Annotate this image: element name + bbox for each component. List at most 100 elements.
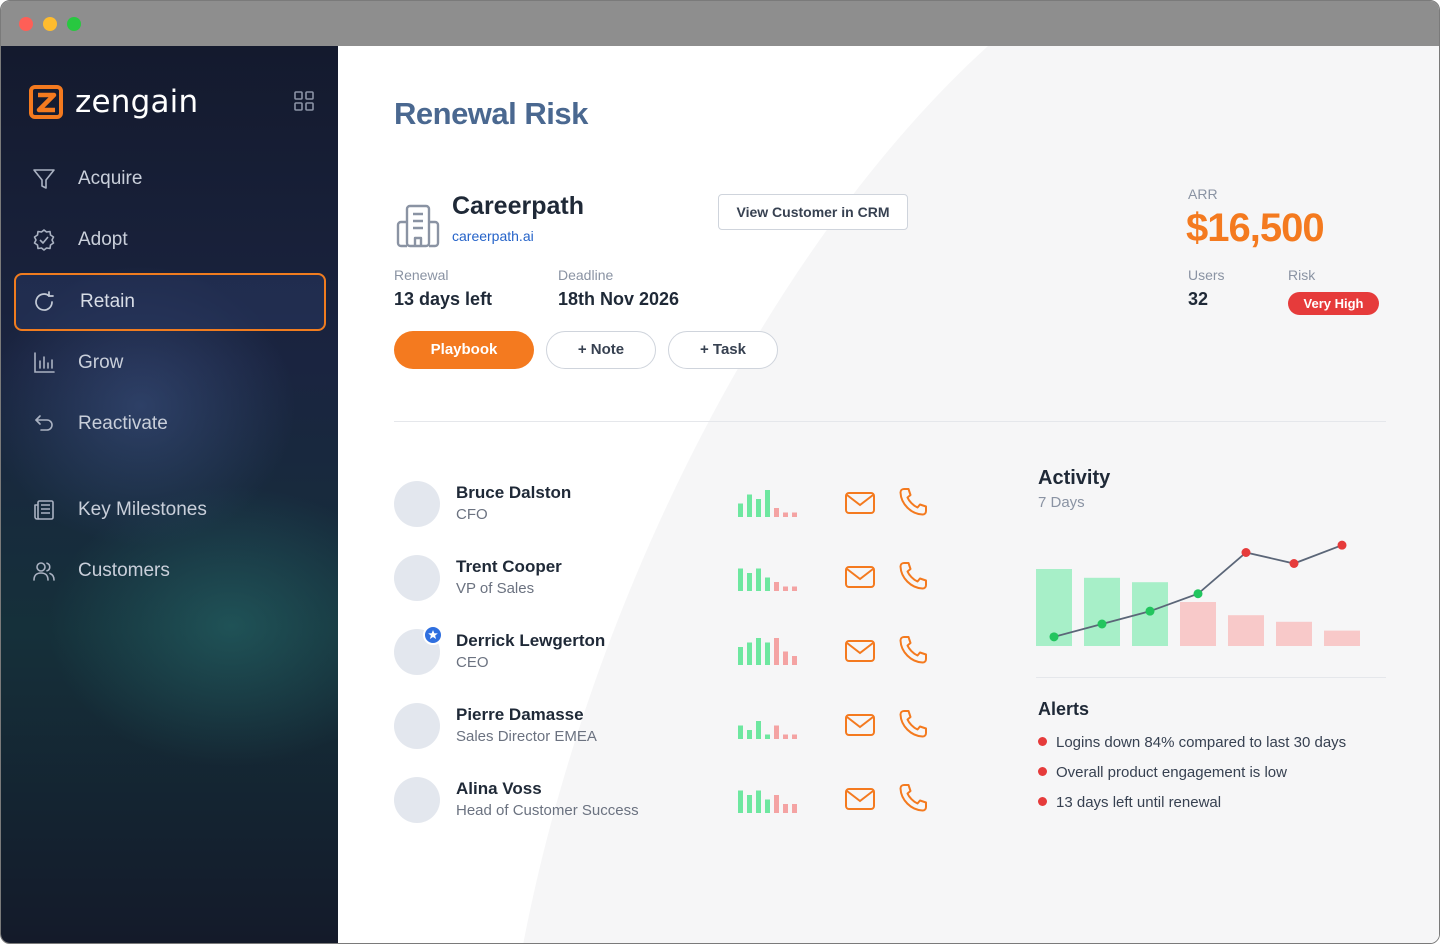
activity-bar <box>1276 621 1312 646</box>
maximize-window-button[interactable] <box>67 17 81 31</box>
sparkline-bar <box>756 790 761 813</box>
view-in-crm-button[interactable]: View Customer in CRM <box>718 194 908 230</box>
apps-grid-icon[interactable] <box>293 90 315 112</box>
alert-text: Logins down 84% compared to last 30 days <box>1056 734 1347 751</box>
sparkline-bar <box>765 490 770 517</box>
refresh-icon <box>35 291 54 311</box>
alert-text: Overall product engagement is low <box>1056 764 1287 781</box>
sparkline-bar <box>783 512 788 517</box>
section-divider <box>394 421 1386 422</box>
sparkline-bar <box>792 804 797 813</box>
activity-chart <box>1036 540 1360 646</box>
contact-name: Derrick Lewgerton <box>456 631 606 650</box>
contact-row[interactable]: Bruce Dalston CFO <box>394 481 954 529</box>
deadline-value: 18th Nov 2026 <box>558 289 680 309</box>
window-titlebar <box>1 1 1439 46</box>
sidebar: zengain Acquire Adopt Retain Grow Reacti… <box>1 46 338 943</box>
avatar <box>394 481 440 527</box>
sparkline-bar <box>756 721 761 739</box>
alert-bullet-icon <box>1038 797 1047 806</box>
sparkline-bar <box>792 734 797 739</box>
sidebar-item-label: Adopt <box>78 229 128 250</box>
contact-role: CEO <box>456 654 489 671</box>
close-window-button[interactable] <box>19 17 33 31</box>
sparkline-bar <box>774 725 779 739</box>
sidebar-item-adopt[interactable]: Adopt <box>14 211 326 269</box>
alert-item: Overall product engagement is low <box>1038 764 1287 781</box>
background-shape <box>523 46 1439 943</box>
app-name: zengain <box>75 84 199 120</box>
sparkline-bar <box>783 734 788 739</box>
sparkline-bar <box>765 734 770 739</box>
customer-name: Careerpath <box>452 192 584 220</box>
activity-bar <box>1084 577 1120 646</box>
sidebar-item-grow[interactable]: Grow <box>14 334 326 392</box>
sparkline-bar <box>783 651 788 665</box>
email-icon[interactable] <box>844 785 876 813</box>
customer-url-link[interactable]: careerpath.ai <box>452 228 534 244</box>
phone-icon[interactable] <box>897 560 929 592</box>
phone-icon[interactable] <box>897 782 929 814</box>
alerts-title: Alerts <box>1038 699 1090 719</box>
bar-chart-icon <box>34 352 55 373</box>
activity-bar <box>1180 602 1216 646</box>
sidebar-item-label: Retain <box>80 291 135 312</box>
users-value: 32 <box>1188 289 1209 309</box>
email-icon[interactable] <box>844 489 876 517</box>
sparkline-bar <box>756 499 761 517</box>
sidebar-item-key-milestones[interactable]: Key Milestones <box>14 481 326 539</box>
contact-name: Trent Cooper <box>456 557 562 576</box>
sidebar-item-label: Customers <box>78 560 170 581</box>
sparkline-bar <box>792 656 797 665</box>
contact-row[interactable]: Derrick Lewgerton CEO <box>394 625 954 677</box>
phone-icon[interactable] <box>897 708 929 740</box>
sidebar-item-reactivate[interactable]: Reactivate <box>14 395 326 453</box>
contact-row[interactable]: Pierre Damasse Sales Director EMEA <box>394 703 954 751</box>
contact-role: CFO <box>456 506 488 523</box>
sidebar-item-label: Reactivate <box>78 413 168 434</box>
add-task-button[interactable]: + Task <box>668 331 778 369</box>
playbook-button[interactable]: Playbook <box>394 331 534 369</box>
page-title: Renewal Risk <box>394 96 588 131</box>
sparkline-bar <box>765 577 770 591</box>
contact-role: VP of Sales <box>456 580 535 597</box>
sparkline-bar <box>783 586 788 591</box>
alert-text: 13 days left until renewal <box>1056 794 1222 811</box>
sparkline-bar <box>774 508 779 517</box>
sidebar-item-label: Acquire <box>78 168 143 189</box>
activity-sparkline <box>738 721 797 739</box>
sparkline-bar <box>747 795 752 813</box>
contact-row[interactable]: Alina Voss Head of Customer Success <box>394 777 954 825</box>
undo-arrow-icon <box>35 415 53 431</box>
activity-point <box>1289 559 1299 568</box>
contact-row[interactable]: Trent Cooper VP of Sales <box>394 555 954 603</box>
minimize-window-button[interactable] <box>43 17 57 31</box>
badge-check-icon <box>33 229 55 251</box>
contact-role: Head of Customer Success <box>456 802 639 819</box>
sparkline-bar <box>783 804 788 813</box>
sidebar-item-label: Grow <box>78 352 124 373</box>
sidebar-item-retain[interactable]: Retain <box>14 273 326 331</box>
phone-icon[interactable] <box>897 486 929 518</box>
email-icon[interactable] <box>844 637 876 665</box>
sidebar-item-acquire[interactable]: Acquire <box>14 150 326 208</box>
zengain-logo-icon <box>29 85 63 119</box>
sidebar-item-customers[interactable]: Customers <box>14 542 326 600</box>
email-icon[interactable] <box>844 563 876 591</box>
add-note-button[interactable]: + Note <box>546 331 656 369</box>
sparkline-bar <box>792 586 797 591</box>
avatar <box>394 703 440 749</box>
app-logo[interactable]: zengain <box>29 84 198 120</box>
sparkline-bar <box>738 725 743 739</box>
activity-point <box>1337 540 1347 550</box>
email-icon[interactable] <box>844 711 876 739</box>
star-badge-icon <box>423 625 443 645</box>
phone-icon[interactable] <box>897 634 929 666</box>
sparkline-bar <box>747 573 752 591</box>
main-content: Renewal Risk Careerpath careerpath.ai Vi… <box>338 46 1439 943</box>
activity-point <box>1145 606 1155 616</box>
arr-value: $16,500 <box>1186 206 1325 250</box>
activity-point <box>1241 548 1251 557</box>
sparkline-bar <box>756 568 761 591</box>
